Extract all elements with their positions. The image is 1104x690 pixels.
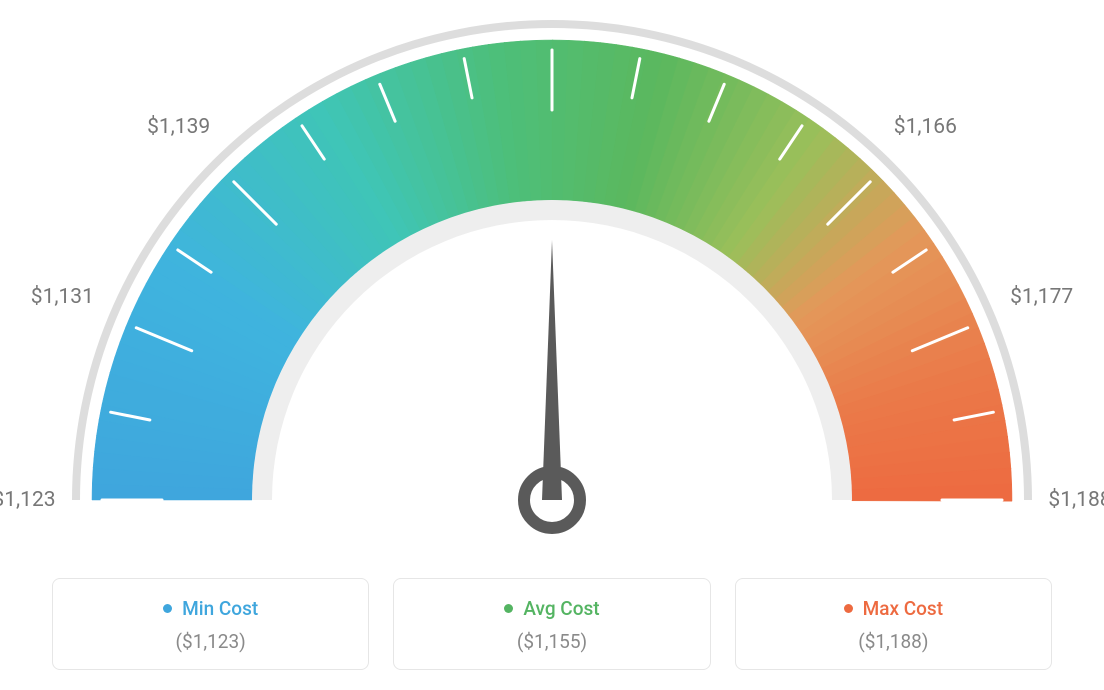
legend-value-max: ($1,188)	[756, 630, 1031, 653]
legend-card-min: Min Cost ($1,123)	[52, 578, 369, 670]
legend-card-max: Max Cost ($1,188)	[735, 578, 1052, 670]
gauge-chart: $1,123$1,131$1,139$1,155$1,166$1,177$1,1…	[0, 0, 1104, 540]
legend-title-max: Max Cost	[844, 597, 943, 620]
gauge-tick-label: $1,188	[1048, 488, 1104, 512]
legend-label-min: Min Cost	[182, 597, 258, 620]
gauge-tick-label: $1,166	[894, 115, 957, 139]
legend-title-min: Min Cost	[163, 597, 258, 620]
legend-dot-min	[163, 604, 172, 613]
gauge-tick-label: $1,131	[31, 285, 94, 309]
gauge-tick-label: $1,177	[1010, 285, 1073, 309]
legend-label-max: Max Cost	[863, 597, 943, 620]
gauge-tick-label: $1,139	[147, 115, 210, 139]
gauge-svg	[0, 0, 1104, 540]
legend-label-avg: Avg Cost	[523, 597, 599, 620]
legend-row: Min Cost ($1,123) Avg Cost ($1,155) Max …	[52, 578, 1052, 670]
gauge-tick-label: $1,123	[0, 488, 56, 512]
cost-gauge-widget: $1,123$1,131$1,139$1,155$1,166$1,177$1,1…	[0, 0, 1104, 690]
legend-dot-max	[844, 604, 853, 613]
legend-value-min: ($1,123)	[73, 630, 348, 653]
legend-dot-avg	[504, 604, 513, 613]
legend-card-avg: Avg Cost ($1,155)	[393, 578, 710, 670]
legend-value-avg: ($1,155)	[414, 630, 689, 653]
legend-title-avg: Avg Cost	[504, 597, 599, 620]
